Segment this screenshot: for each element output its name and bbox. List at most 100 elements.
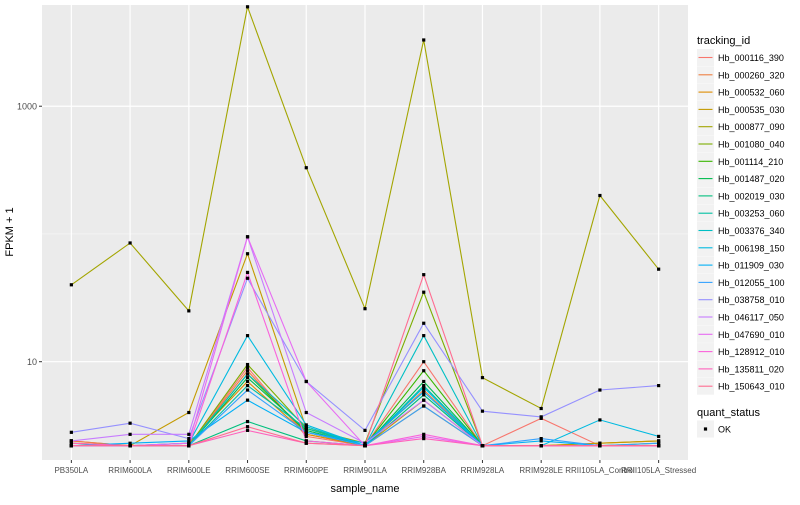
data-point [245, 383, 250, 388]
y-tick-label: 10 [27, 357, 37, 367]
data-point [422, 398, 426, 402]
y-axis-title: FPKM + 1 [4, 207, 16, 256]
legend-label: Hb_000532_060 [718, 88, 785, 98]
legend-label: Hb_001080_040 [718, 140, 785, 150]
data-point [539, 439, 543, 443]
legend-label: Hb_150643_010 [718, 382, 785, 392]
x-tick-label: RRIM600SE [225, 466, 269, 475]
x-tick-label: RRIM901LA [343, 466, 387, 475]
data-point [657, 267, 661, 271]
data-point [480, 409, 485, 413]
legend-point [703, 427, 708, 431]
data-point [128, 421, 132, 425]
data-point [304, 439, 308, 443]
data-point [657, 439, 661, 443]
data-point [422, 390, 426, 394]
data-point [245, 376, 250, 380]
legend-label: Hb_000877_090 [718, 122, 785, 132]
legend-items: Hb_000116_390 Hb_000260_320 Hb_000532_060 H… [697, 49, 785, 395]
data-point [363, 444, 367, 448]
data-point [598, 418, 602, 422]
data-point [245, 252, 250, 256]
data-point [363, 307, 367, 311]
data-point [422, 379, 426, 384]
data-point [128, 441, 132, 445]
legend-label: Hb_001487_020 [718, 174, 785, 184]
data-point [187, 437, 191, 441]
legend-label: Hb_046117_050 [718, 313, 784, 323]
data-point [422, 404, 426, 408]
data-point [304, 434, 308, 439]
data-point [422, 360, 426, 364]
data-point [245, 388, 250, 392]
data-point [245, 362, 250, 367]
data-point [363, 441, 367, 445]
data-point [422, 432, 426, 436]
legend-label: Hb_000116_390 [718, 53, 784, 63]
data-point [245, 270, 250, 275]
legend-label: Hb_003253_060 [718, 209, 785, 219]
data-point [598, 444, 602, 448]
data-point [187, 410, 191, 415]
data-point [245, 276, 250, 280]
data-point [598, 388, 602, 392]
data-point [69, 439, 73, 443]
data-point [245, 372, 250, 376]
data-point [422, 385, 426, 389]
data-point [245, 334, 250, 338]
legend-label: Hb_000535_030 [718, 105, 785, 115]
data-point [422, 388, 426, 392]
legend-shape-items: OK [697, 420, 731, 438]
legend-label: Hb_128912_010 [718, 347, 785, 357]
legend-label: Hb_038758_010 [718, 295, 785, 305]
data-point [128, 432, 132, 436]
x-tick-label: RRII105LA_Control [565, 466, 635, 475]
axes: 10 1000 PB350LA RRIM600LA RRIM600LE RRIM600SE… [17, 102, 696, 475]
data-point [304, 379, 308, 384]
data-points [69, 5, 661, 448]
data-point [304, 426, 308, 431]
data-point [128, 241, 132, 245]
data-point [363, 428, 367, 432]
data-point [245, 428, 250, 432]
x-tick-label: RRIM600PE [284, 466, 328, 475]
data-point [245, 379, 250, 384]
data-point [422, 334, 426, 338]
data-point [304, 166, 308, 170]
data-point [598, 193, 602, 198]
data-point [422, 38, 426, 42]
data-point [657, 434, 661, 439]
data-point [480, 376, 485, 380]
data-point [657, 441, 661, 445]
data-point [657, 383, 661, 388]
data-point [187, 441, 191, 445]
data-point [245, 369, 250, 373]
data-point [598, 441, 602, 445]
legend: tracking_id Hb_000116_390Hb_000260_320Hb… [697, 35, 785, 438]
data-point [539, 415, 543, 419]
data-point [187, 439, 191, 443]
legend-label: Hb_006198_150 [718, 243, 785, 253]
data-point [304, 432, 308, 436]
data-point [187, 444, 191, 448]
legend-label: Hb_001114_210 [718, 157, 783, 167]
legend-label: Hb_011909_030 [718, 261, 784, 271]
data-point [539, 444, 543, 448]
data-point [245, 419, 250, 424]
legend-title-tracking-id: tracking_id [697, 35, 750, 47]
data-point [422, 369, 426, 373]
x-tick-label: PB350LA [54, 466, 88, 475]
data-point [422, 393, 426, 397]
legend-label: Hb_003376_340 [718, 226, 785, 236]
legend-label: Hb_047690_010 [718, 330, 785, 340]
data-point [539, 406, 543, 411]
legend-label: Hb_000260_320 [718, 70, 785, 80]
data-point [69, 444, 73, 448]
data-point [539, 437, 543, 441]
data-point [245, 235, 250, 239]
data-point [304, 428, 308, 432]
data-point [304, 441, 308, 445]
data-point [187, 432, 191, 436]
data-point [69, 283, 73, 287]
